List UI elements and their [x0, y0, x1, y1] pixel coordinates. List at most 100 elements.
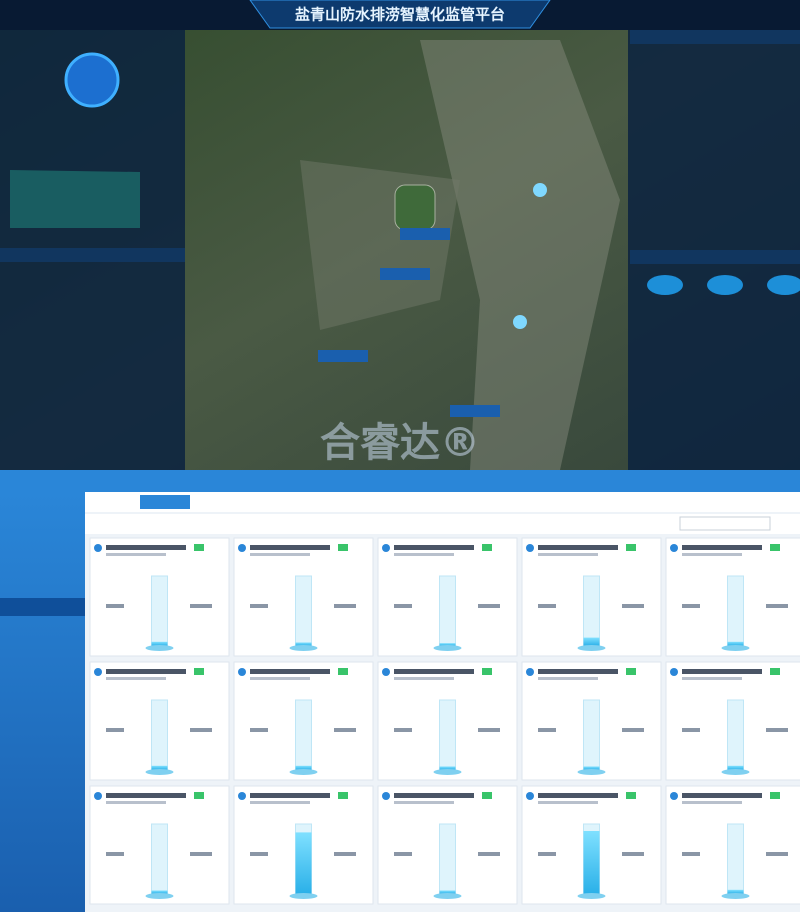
right-reading: [478, 852, 500, 856]
right-reading: [622, 728, 644, 732]
tube-base: [721, 645, 750, 651]
left-reading: [394, 852, 412, 856]
left-reading: [106, 852, 124, 856]
search-box[interactable]: [679, 516, 771, 531]
card-subtitle: [538, 677, 598, 680]
tube: [439, 699, 456, 771]
water-level: [295, 832, 312, 894]
map-marker[interactable]: [450, 405, 500, 417]
tab-bar: [85, 492, 800, 512]
map-marker[interactable]: [513, 315, 527, 329]
water-level: [727, 765, 744, 770]
tube: [583, 575, 600, 647]
town-area: [420, 40, 620, 470]
panel-header: [630, 30, 800, 44]
filter-bar: [85, 514, 800, 534]
status-badge: [482, 668, 492, 675]
status-badge: [482, 544, 492, 551]
card-grid: [89, 537, 800, 905]
card-title: [106, 669, 186, 674]
sidebar-active[interactable]: [0, 598, 85, 616]
area-chart: [10, 170, 140, 228]
tube-base: [433, 769, 462, 775]
tab-active[interactable]: [140, 495, 190, 509]
tube: [727, 699, 744, 771]
card-title: [250, 669, 330, 674]
map-marker[interactable]: [533, 183, 547, 197]
left-reading: [250, 728, 268, 732]
left-reading: [538, 852, 556, 856]
left-reading: [250, 604, 268, 608]
tube-base: [577, 769, 606, 775]
map-marker[interactable]: [380, 268, 430, 280]
map-marker[interactable]: [318, 350, 368, 362]
right-reading: [190, 852, 212, 856]
tube-base: [289, 893, 318, 899]
status-badge: [770, 668, 780, 675]
tube-base: [145, 893, 174, 899]
right-reading: [334, 728, 356, 732]
card-subtitle: [538, 553, 598, 556]
tube-base: [721, 769, 750, 775]
left-reading: [682, 852, 700, 856]
gauge: [64, 52, 120, 108]
card-icon: [526, 792, 534, 800]
status-badge: [338, 668, 348, 675]
tube: [727, 823, 744, 895]
sidebar: [0, 492, 85, 912]
card-subtitle: [106, 677, 166, 680]
right-reading: [190, 728, 212, 732]
tube: [439, 823, 456, 895]
tube-base: [433, 893, 462, 899]
card-subtitle: [394, 801, 454, 804]
right-reading: [478, 604, 500, 608]
card-title: [250, 545, 330, 550]
right-reading: [622, 604, 644, 608]
tube: [439, 575, 456, 647]
card-subtitle: [682, 677, 742, 680]
right-panel: [628, 0, 800, 470]
status-badge: [770, 544, 780, 551]
card-subtitle: [394, 553, 454, 556]
water-level: [151, 890, 168, 894]
card-title: [538, 669, 618, 674]
water-level: [727, 889, 744, 894]
left-reading: [682, 728, 700, 732]
card-icon: [670, 668, 678, 676]
right-reading: [766, 604, 788, 608]
right-reading: [190, 604, 212, 608]
tube: [295, 699, 312, 771]
card-title: [394, 793, 474, 798]
gauge: [767, 275, 800, 295]
tube-base: [289, 645, 318, 651]
left-reading: [106, 728, 124, 732]
card-icon: [382, 792, 390, 800]
card-icon: [94, 668, 102, 676]
tube-base: [145, 645, 174, 651]
card-icon: [94, 792, 102, 800]
status-badge: [194, 668, 204, 675]
status-badge: [338, 792, 348, 799]
tube-base: [577, 893, 606, 899]
card-icon: [94, 544, 102, 552]
title-frame: [249, 0, 551, 29]
left-reading: [538, 728, 556, 732]
status-badge: [626, 668, 636, 675]
stadium: [394, 184, 436, 231]
card-icon: [670, 792, 678, 800]
right-reading: [334, 604, 356, 608]
card-icon: [382, 544, 390, 552]
status-badge: [338, 544, 348, 551]
card-title: [682, 545, 762, 550]
left-reading: [538, 604, 556, 608]
left-reading: [394, 604, 412, 608]
map-marker[interactable]: [400, 228, 450, 240]
card-subtitle: [250, 677, 310, 680]
water-level: [439, 890, 456, 894]
card-title: [106, 793, 186, 798]
tube: [151, 823, 168, 895]
water-level: [439, 766, 456, 770]
right-reading: [766, 852, 788, 856]
right-reading: [334, 852, 356, 856]
